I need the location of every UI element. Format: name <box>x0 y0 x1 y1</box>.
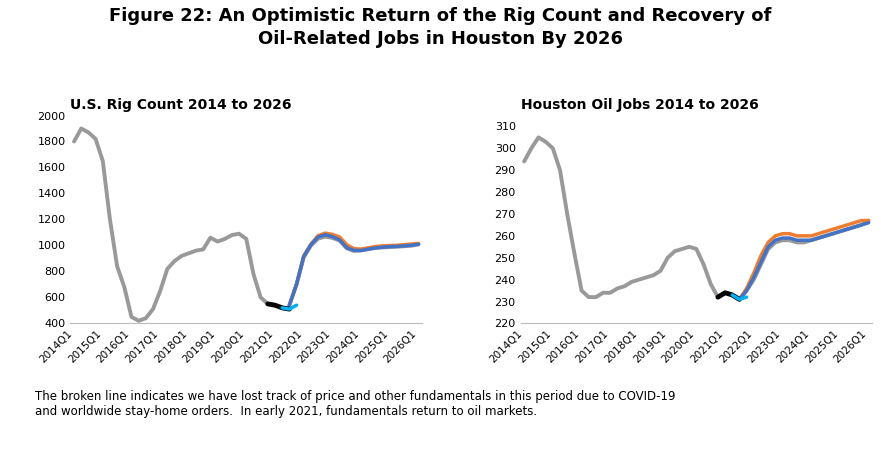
Text: Houston Oil Jobs 2014 to 2026: Houston Oil Jobs 2014 to 2026 <box>521 97 759 111</box>
Text: U.S. Rig Count 2014 to 2026: U.S. Rig Count 2014 to 2026 <box>70 97 292 111</box>
Text: The broken line indicates we have lost track of price and other fundamentals in : The broken line indicates we have lost t… <box>35 390 676 419</box>
Text: Figure 22: An Optimistic Return of the Rig Count and Recovery of
Oil-Related Job: Figure 22: An Optimistic Return of the R… <box>109 7 772 48</box>
